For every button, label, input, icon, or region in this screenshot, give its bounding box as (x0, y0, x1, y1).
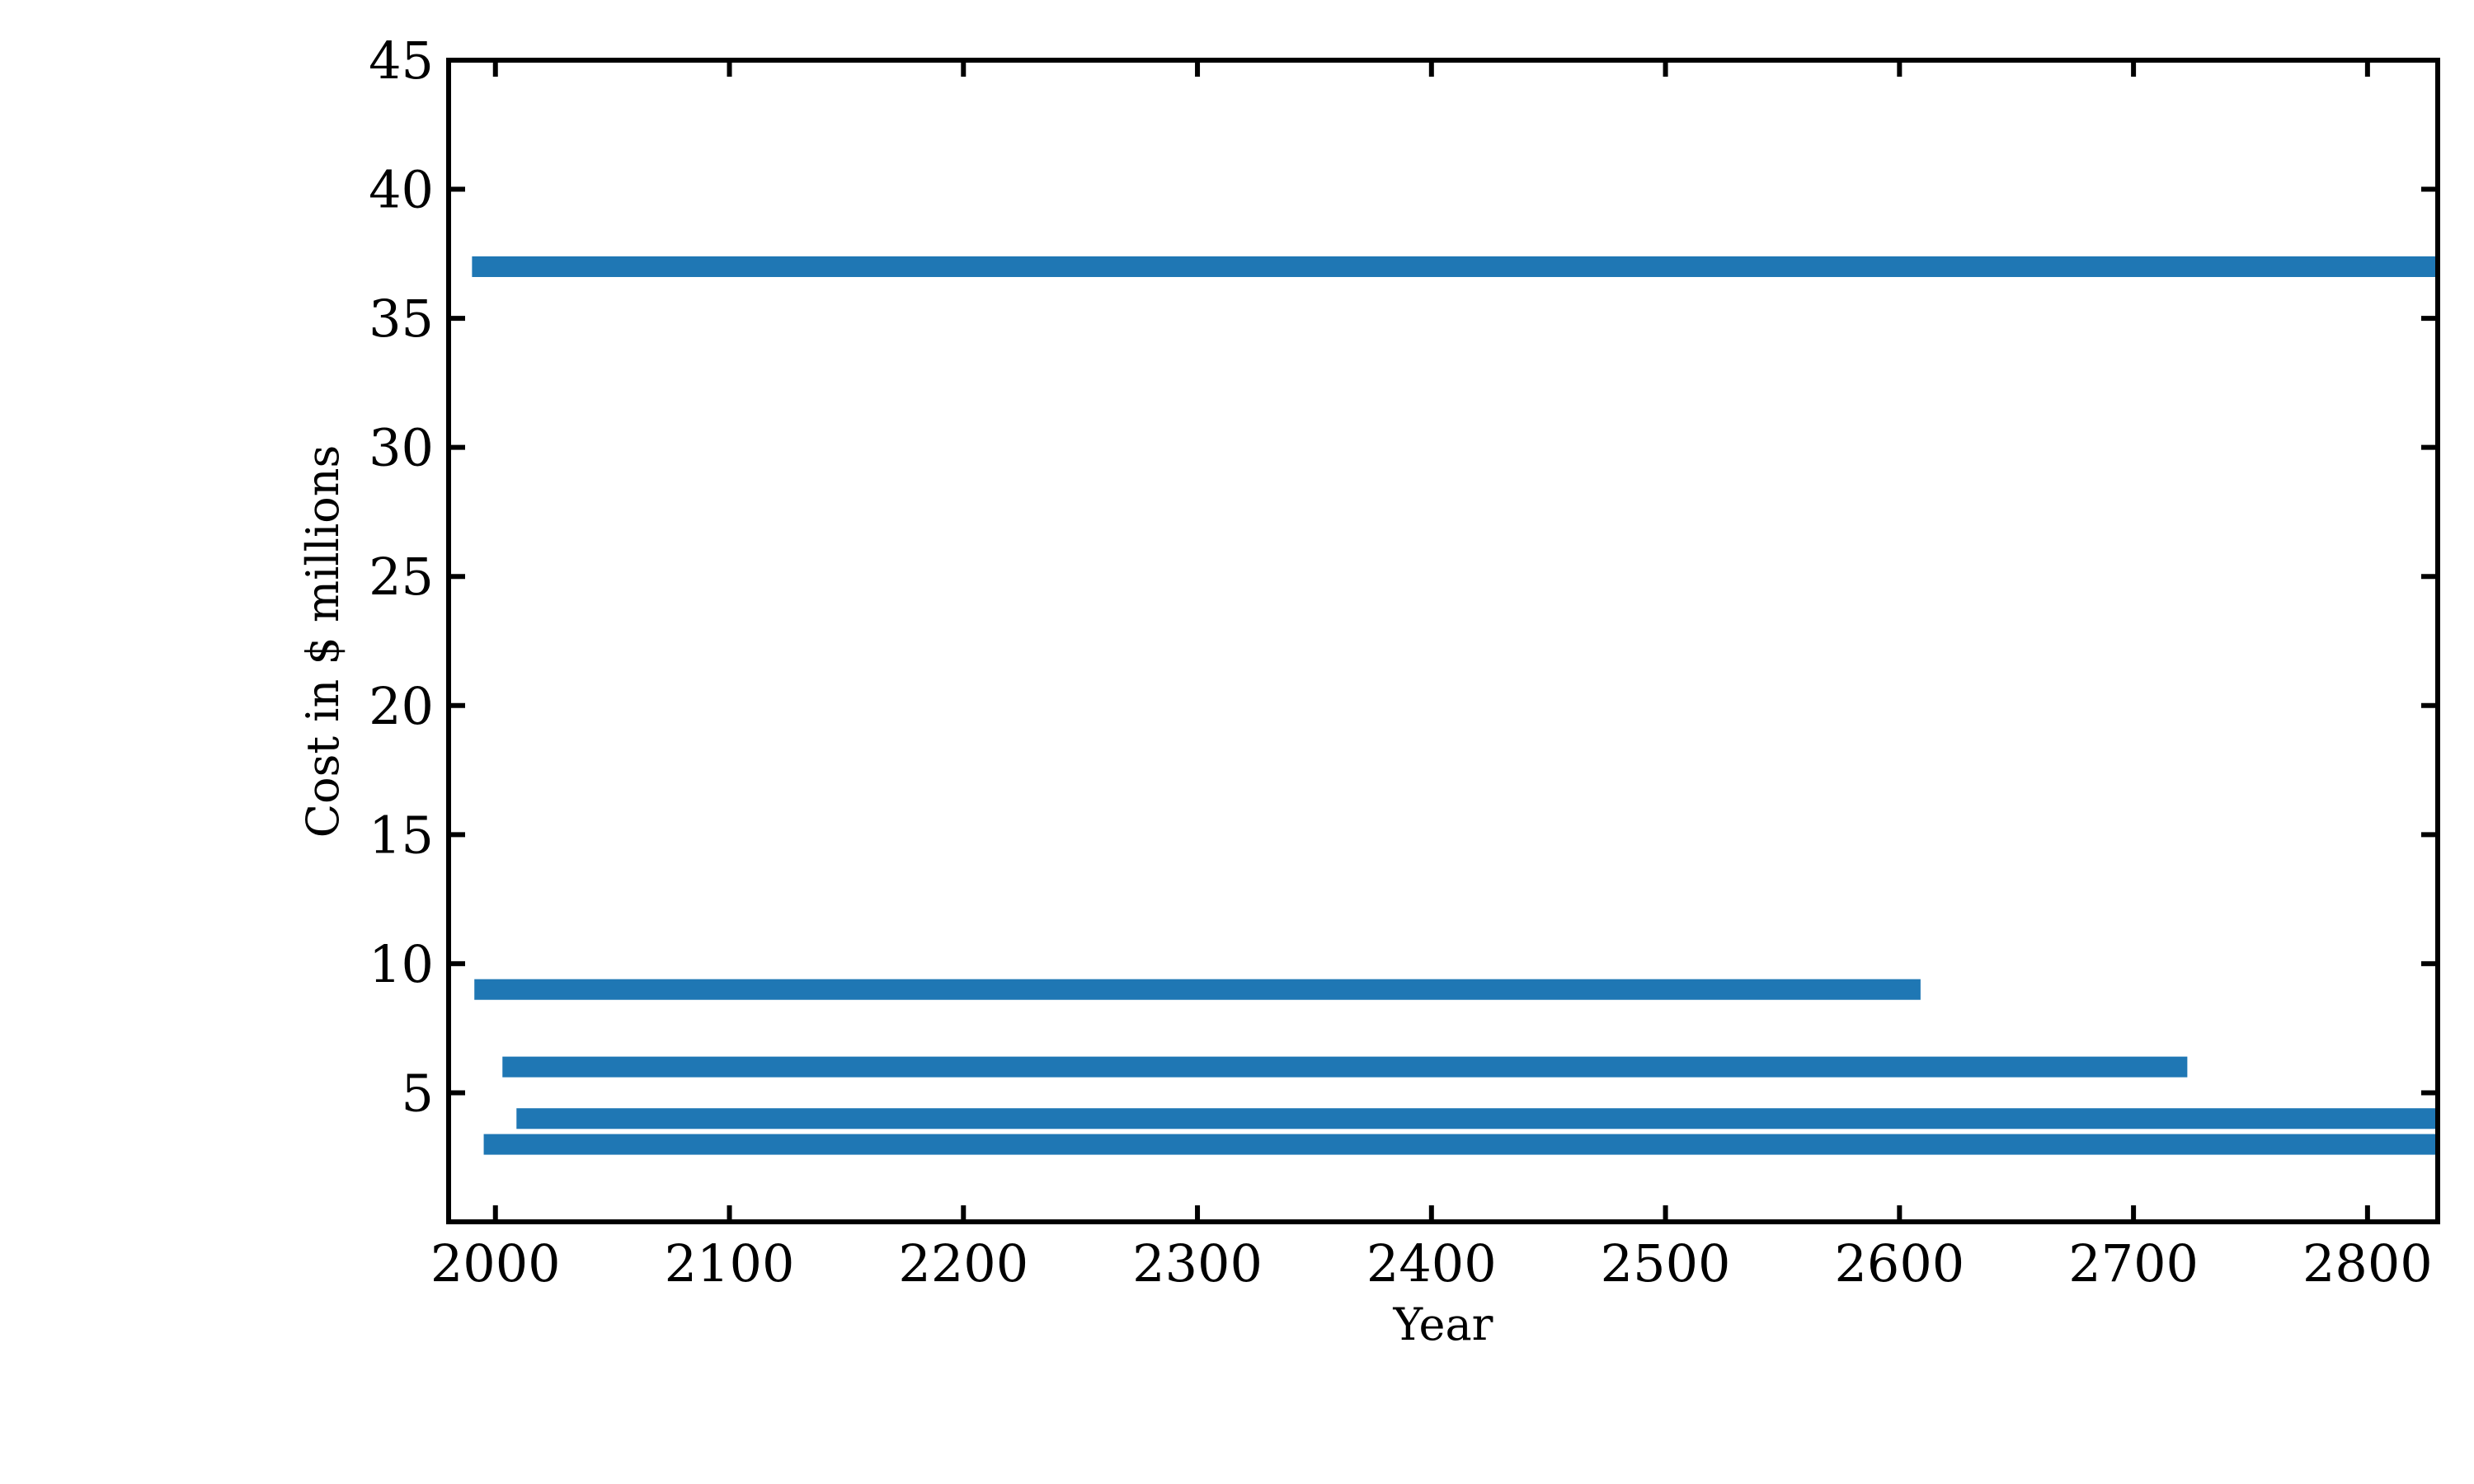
x-tick-label-8: 2800 (2302, 1233, 2433, 1294)
bar-0 (472, 256, 2438, 278)
y-tick-label-8: 45 (369, 31, 434, 91)
ticks-layer: 2000 2100 2200 2300 2400 2500 2600 2700 2800 5 10 1… (369, 31, 2438, 1294)
bar-2 (502, 1056, 2188, 1078)
bar-4 (483, 1134, 2438, 1155)
bar-1 (474, 979, 1921, 1000)
bars-layer (472, 256, 2438, 1155)
y-tick-label-1: 10 (369, 934, 434, 994)
bar-3 (516, 1108, 2438, 1129)
x-axis-title: Year (1393, 1298, 1493, 1350)
y-tick-label-5: 30 (369, 418, 434, 478)
x-tick-label-3: 2300 (1132, 1233, 1263, 1294)
x-tick-label-2: 2200 (898, 1233, 1028, 1294)
x-tick-label-6: 2600 (1834, 1233, 1964, 1294)
y-tick-label-0: 5 (402, 1063, 434, 1123)
y-axis-title: Cost in $ millions (297, 445, 349, 838)
plot-frame (446, 58, 2440, 1224)
x-tick-label-0: 2000 (430, 1233, 561, 1294)
x-tick-label-7: 2700 (2068, 1233, 2199, 1294)
y-tick-label-4: 25 (369, 547, 434, 607)
x-tick-label-4: 2400 (1366, 1233, 1497, 1294)
y-tick-label-6: 35 (369, 289, 434, 349)
y-tick-label-7: 40 (369, 160, 434, 220)
x-tick-label-5: 2500 (1601, 1233, 1731, 1294)
y-tick-label-3: 20 (369, 676, 434, 736)
y-tick-label-2: 15 (369, 805, 434, 865)
x-tick-label-1: 2100 (665, 1233, 795, 1294)
